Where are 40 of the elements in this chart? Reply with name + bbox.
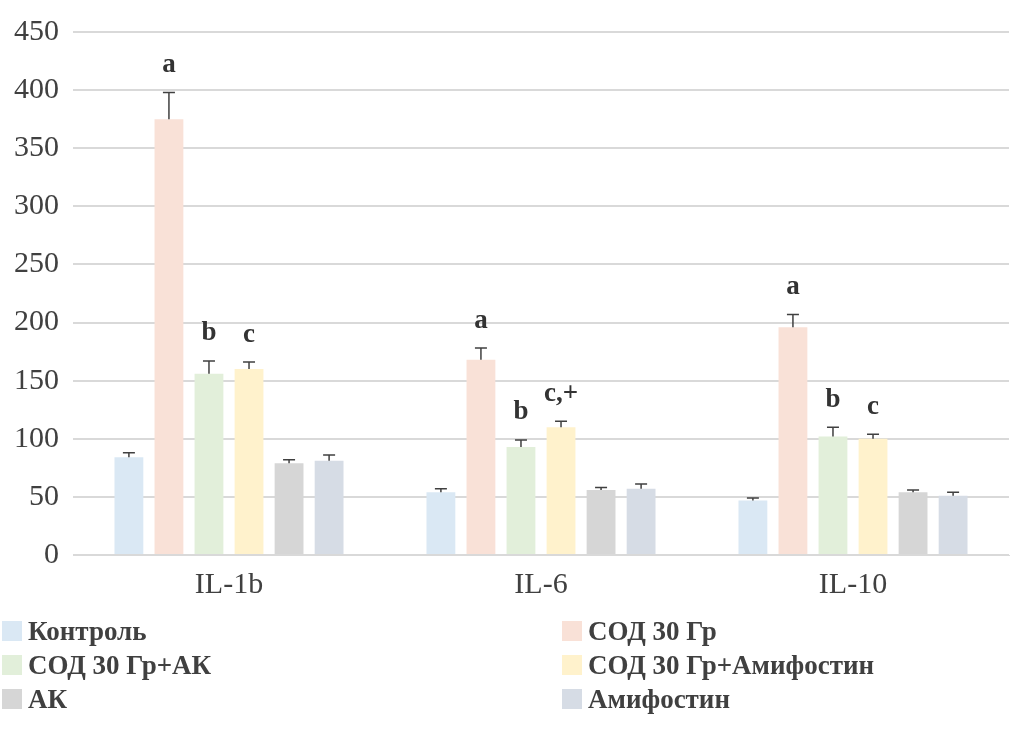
data-label: c [243,317,256,348]
bar [506,446,536,554]
data-label: b [825,382,841,413]
y-tick-label: 400 [14,70,59,104]
data-label: b [201,316,217,347]
x-tick-label: IL-1b [194,565,264,599]
data-label: c,+ [543,376,579,407]
y-tick-label: 250 [14,245,59,279]
bar [466,359,496,554]
bar [114,457,144,554]
y-tick-label: 0 [44,535,59,569]
bar [154,119,184,554]
y-tick-label: 350 [14,129,59,163]
bar [194,373,224,554]
y-tick-label: 300 [14,187,59,221]
y-tick-label: 150 [14,361,59,395]
x-tick-label: IL-6 [514,565,568,599]
legend-label: Амифостин [588,683,730,715]
bar [426,492,456,554]
x-tick-label: IL-10 [818,565,888,599]
legend-label: АК [28,683,68,715]
bar [818,436,848,554]
data-label: a [474,303,489,334]
data-label: c [867,389,880,420]
legend-label: Контроль [28,615,147,647]
data-label: a [162,47,177,78]
y-tick-label: 100 [14,419,59,453]
legend-label: СОД 30 Гр [588,615,717,647]
y-tick-label: 450 [14,12,59,46]
y-tick-label: 200 [14,303,59,337]
bar [778,327,808,554]
bar [858,438,888,554]
legend-label: СОД 30 Гр+АК [28,649,212,681]
y-tick-label: 50 [29,477,59,511]
data-label: b [513,395,529,426]
legend-label: СОД 30 Гр+Амифостин [588,649,875,681]
bar [546,427,576,554]
bar [234,369,264,554]
bar [738,500,768,554]
data-label: a [786,269,801,300]
